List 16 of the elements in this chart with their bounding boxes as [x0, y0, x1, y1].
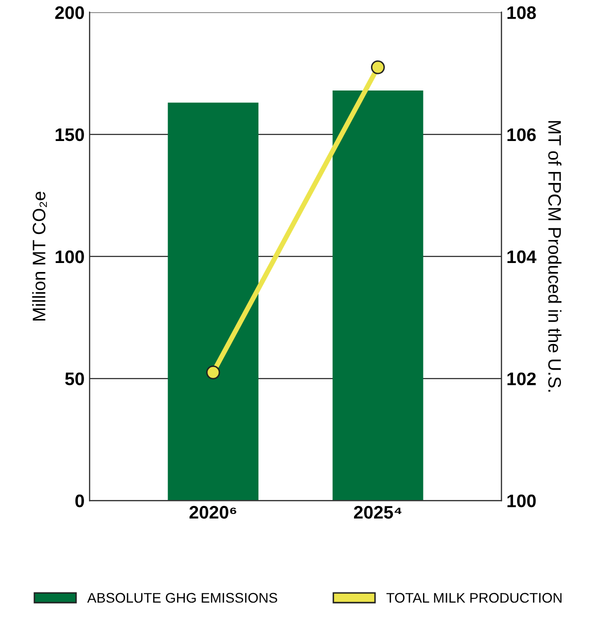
y2-tick-label: 108	[507, 6, 536, 20]
legend-label: TOTAL MILK PRODUCTION	[386, 592, 562, 603]
y2-tick-label: 104	[507, 250, 536, 264]
y2-tick-label: 100	[507, 494, 536, 508]
y2-axis-title: MT of FPCM Produced in the U.S.	[548, 121, 562, 392]
y-tick-label: 150	[56, 128, 84, 142]
x-tick-label: 2020⁶	[190, 506, 236, 519]
legend-label: ABSOLUTE GHG EMISSIONS	[87, 592, 278, 603]
y2-tick-label: 106	[507, 128, 536, 142]
y2-tick-label: 102	[507, 372, 536, 386]
y-tick-label: 200	[55, 6, 84, 20]
y-tick-label: 100	[56, 250, 84, 264]
y-axis-title: Million MT CO₂e	[32, 192, 47, 321]
x-tick-label: 2025⁴	[354, 506, 402, 519]
y-tick-label: 0	[75, 494, 84, 508]
y-tick-label: 50	[65, 372, 84, 386]
